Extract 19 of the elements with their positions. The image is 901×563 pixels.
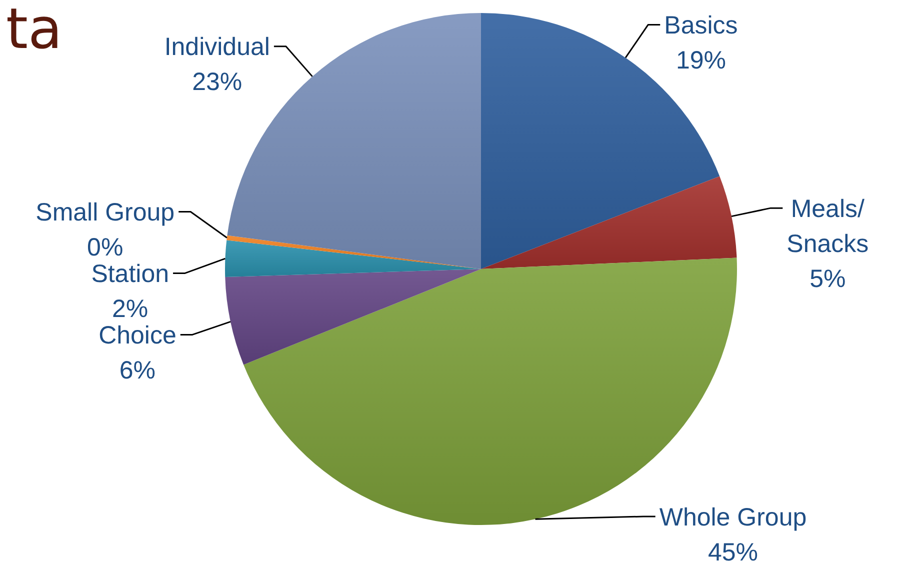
slice-label: Choice (98, 321, 176, 350)
data-label: 6% (119, 356, 156, 384)
slice-label: Meals/ Snacks (786, 194, 869, 258)
pie-slice (244, 258, 737, 525)
data-label: 2% (112, 294, 148, 323)
slice-label: Small Group (36, 198, 175, 226)
pie-slice (225, 269, 481, 365)
data-label: 0% (87, 233, 124, 262)
slice-label: Whole Group (659, 503, 807, 532)
chart-title: ta (6, 0, 62, 62)
data-label: 5% (810, 264, 846, 293)
data-label: 19% (676, 46, 726, 74)
slice-label: Station (91, 260, 170, 288)
slice-label: Basics (664, 11, 738, 40)
data-label: 45% (708, 538, 758, 563)
pie-slice (481, 176, 737, 269)
data-label: 23% (192, 68, 242, 96)
pie-slice (225, 240, 481, 278)
slice-label: Individual (164, 33, 270, 62)
